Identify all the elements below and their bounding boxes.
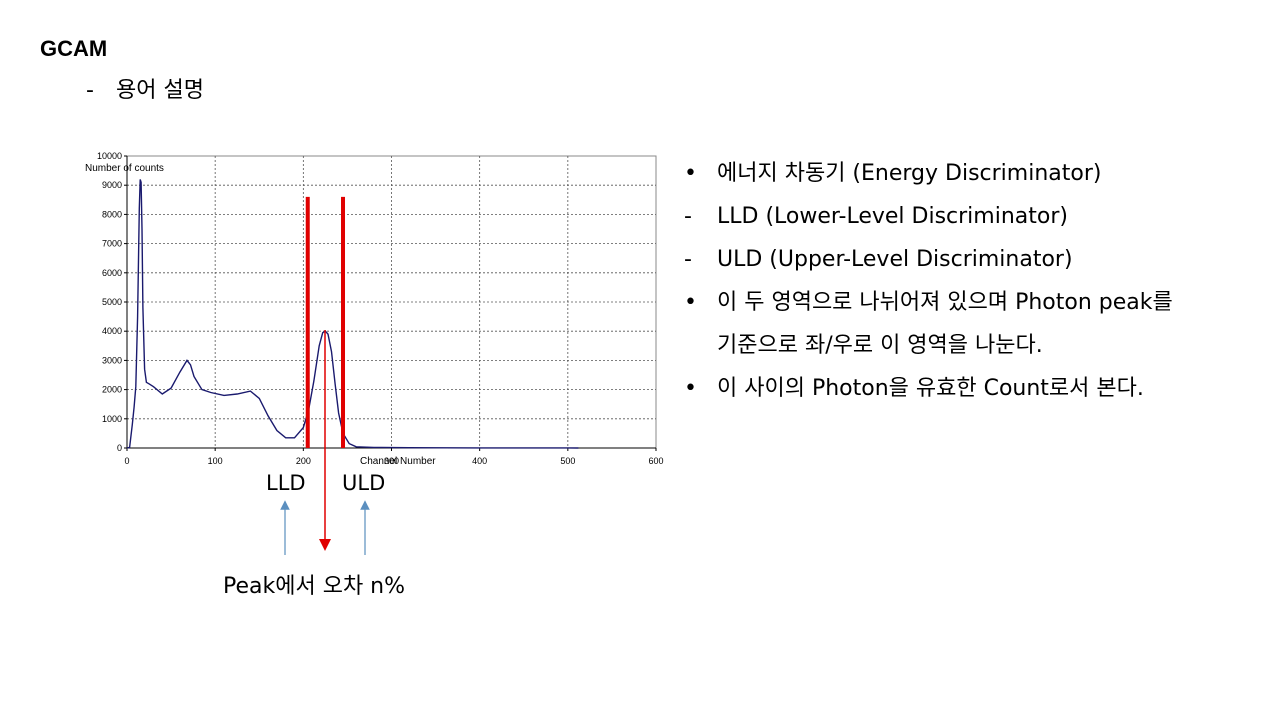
bullet-marker: • xyxy=(684,290,697,315)
y-tick-label: 0 xyxy=(117,443,122,453)
bullet-item: - ULD (Upper-Level Discriminator) xyxy=(684,238,1264,281)
y-tick-label: 4000 xyxy=(102,326,122,336)
y-tick-label: 6000 xyxy=(102,268,122,278)
y-tick-label: 3000 xyxy=(102,355,122,365)
bullet-text: 에너지 차동기 (Energy Discriminator) xyxy=(717,161,1102,186)
y-tick-label: 5000 xyxy=(102,297,122,307)
bullet-text: 기준으로 좌/우로 이 영역을 나눈다. xyxy=(717,333,1043,358)
x-tick-label: 400 xyxy=(472,456,487,466)
bullet-text: 이 사이의 Photon을 유효한 Count로서 본다. xyxy=(717,376,1144,401)
bullet-marker: - xyxy=(684,247,692,272)
x-tick-label: 100 xyxy=(208,456,223,466)
x-tick-label: 500 xyxy=(560,456,575,466)
bullet-list: • 에너지 차동기 (Energy Discriminator) - LLD (… xyxy=(684,152,1264,410)
x-axis-label: Channel Number xyxy=(360,456,436,467)
bullet-item: - LLD (Lower-Level Discriminator) xyxy=(684,195,1264,238)
energy-spectrum-chart: 0100020003000400050006000700080009000100… xyxy=(85,151,664,467)
subtitle-text: 용어 설명 xyxy=(116,78,204,103)
peak-error-label: Peak에서 오차 n% xyxy=(223,574,406,599)
bullet-text: LLD (Lower-Level Discriminator) xyxy=(717,204,1068,229)
bullet-text: ULD (Upper-Level Discriminator) xyxy=(717,247,1073,272)
uld-label: ULD xyxy=(342,471,386,495)
x-tick-label: 200 xyxy=(296,456,311,466)
y-tick-label: 9000 xyxy=(102,180,122,190)
x-tick-label: 0 xyxy=(124,456,129,466)
y-tick-label: 7000 xyxy=(102,239,122,249)
subtitle-row: - 용어 설명 xyxy=(86,72,204,104)
y-tick-label: 2000 xyxy=(102,385,122,395)
y-tick-label: 1000 xyxy=(102,414,122,424)
y-tick-label: 8000 xyxy=(102,209,122,219)
x-tick-label: 300 xyxy=(384,456,399,466)
bullet-item: 기준으로 좌/우로 이 영역을 나눈다. xyxy=(684,324,1264,367)
slide-title: GCAM xyxy=(40,36,108,61)
y-axis-label: Number of counts xyxy=(85,163,164,174)
bullet-marker: • xyxy=(684,161,697,186)
bullet-marker: • xyxy=(684,376,697,401)
bullet-text: 이 두 영역으로 나뉘어져 있으며 Photon peak를 xyxy=(717,290,1173,315)
bullet-item: • 이 두 영역으로 나뉘어져 있으며 Photon peak를 xyxy=(684,281,1264,324)
y-tick-label: 10000 xyxy=(97,151,122,161)
subtitle-marker: - xyxy=(86,78,94,103)
lld-label: LLD xyxy=(266,471,306,495)
bullet-item: • 이 사이의 Photon을 유효한 Count로서 본다. xyxy=(684,367,1264,410)
bullet-marker: - xyxy=(684,204,692,229)
bullet-item: • 에너지 차동기 (Energy Discriminator) xyxy=(684,152,1264,195)
x-tick-label: 600 xyxy=(648,456,663,466)
